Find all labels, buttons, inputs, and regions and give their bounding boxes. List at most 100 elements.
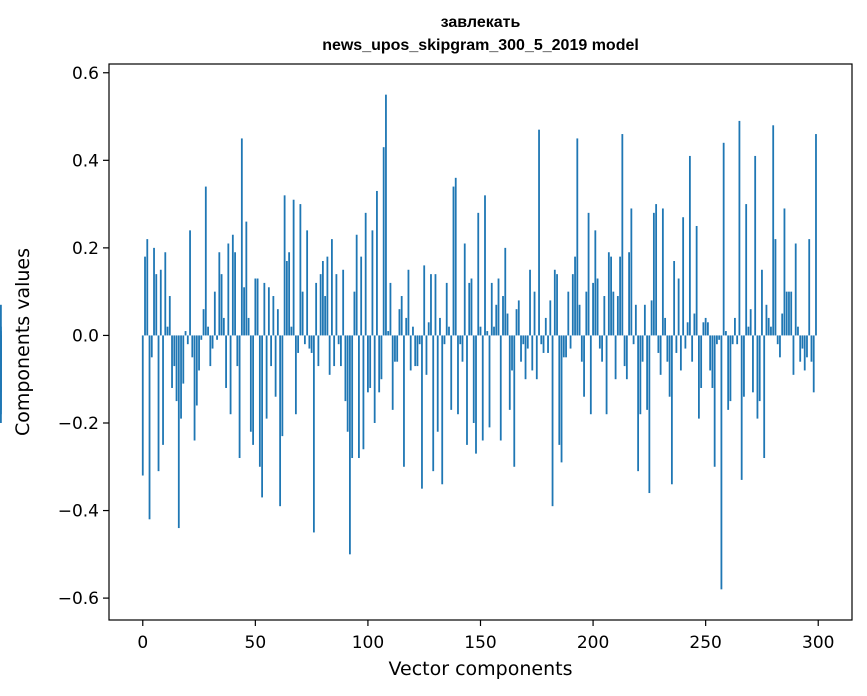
bar <box>497 278 500 336</box>
bar <box>531 335 534 371</box>
bar <box>198 335 200 371</box>
bar <box>513 335 516 467</box>
bar <box>763 335 766 459</box>
y-tick-label: 0.0 <box>72 326 99 346</box>
bar <box>202 309 205 336</box>
bar <box>324 296 327 336</box>
bar <box>227 243 230 336</box>
bar <box>312 335 315 533</box>
bar <box>344 335 347 402</box>
bar <box>470 278 473 336</box>
bar <box>252 335 254 445</box>
bar <box>265 335 268 419</box>
bar <box>785 291 788 336</box>
bar <box>808 239 811 336</box>
bar <box>301 291 304 336</box>
bar <box>508 335 511 410</box>
bar <box>592 282 594 336</box>
bar <box>718 335 721 340</box>
bar <box>144 256 146 336</box>
bar <box>648 335 651 494</box>
bar <box>540 335 543 345</box>
bar <box>691 335 694 362</box>
bar <box>418 335 421 345</box>
bar <box>607 252 610 336</box>
bar <box>677 278 680 336</box>
bar <box>517 300 520 336</box>
bar <box>634 304 637 336</box>
bar <box>799 335 802 362</box>
bar <box>362 335 365 450</box>
bar <box>774 239 777 336</box>
bar <box>556 274 558 336</box>
bar <box>504 247 507 336</box>
bar <box>553 269 556 336</box>
bar <box>646 335 649 410</box>
bar <box>484 195 486 336</box>
bar <box>270 335 273 367</box>
bar <box>713 335 716 467</box>
bar <box>754 155 757 336</box>
bar <box>463 243 466 336</box>
bar <box>387 331 390 336</box>
bar <box>758 335 761 402</box>
bar <box>200 335 203 340</box>
bar <box>391 335 394 410</box>
bar <box>806 335 808 358</box>
bar <box>445 282 448 336</box>
bar <box>614 335 617 380</box>
bar <box>421 335 423 489</box>
bar <box>452 186 455 336</box>
bar <box>788 291 790 336</box>
bar <box>511 335 513 371</box>
bar <box>792 335 795 375</box>
bar <box>394 335 396 362</box>
bar <box>686 322 689 336</box>
bar <box>423 265 426 336</box>
bar <box>355 234 358 336</box>
plot-frame <box>108 63 853 621</box>
bar <box>522 335 525 345</box>
bar <box>621 134 624 336</box>
bar <box>414 335 417 367</box>
bar <box>256 278 259 336</box>
bar <box>779 335 781 358</box>
bar <box>495 304 498 336</box>
bar <box>605 335 608 415</box>
bar <box>571 274 574 336</box>
bar <box>258 335 261 467</box>
y-tick-label: −0.2 <box>58 414 99 434</box>
bar <box>141 335 144 476</box>
bar <box>146 239 149 336</box>
bar <box>628 252 630 336</box>
bar <box>529 269 531 336</box>
bar <box>783 208 786 336</box>
bar <box>0 335 2 410</box>
bar <box>738 120 741 336</box>
bar <box>222 317 225 336</box>
bar <box>297 335 300 353</box>
bar <box>400 296 403 336</box>
bar <box>389 282 392 336</box>
bar <box>580 335 583 362</box>
bar <box>303 335 306 345</box>
bar <box>351 335 354 459</box>
bar <box>204 186 207 336</box>
bar <box>195 335 198 406</box>
bar <box>466 335 468 445</box>
bar <box>639 335 642 415</box>
bar <box>477 212 480 336</box>
bar <box>761 269 763 336</box>
bar <box>220 274 223 336</box>
bar <box>231 234 234 336</box>
y-axis-label-text: Components values <box>12 247 34 437</box>
bar <box>666 335 669 362</box>
bar <box>801 335 804 349</box>
bar <box>385 94 387 336</box>
bar <box>249 335 252 432</box>
bar <box>664 317 667 336</box>
x-tick-label: 50 <box>245 633 267 653</box>
bar <box>367 335 369 393</box>
bar <box>596 278 599 336</box>
